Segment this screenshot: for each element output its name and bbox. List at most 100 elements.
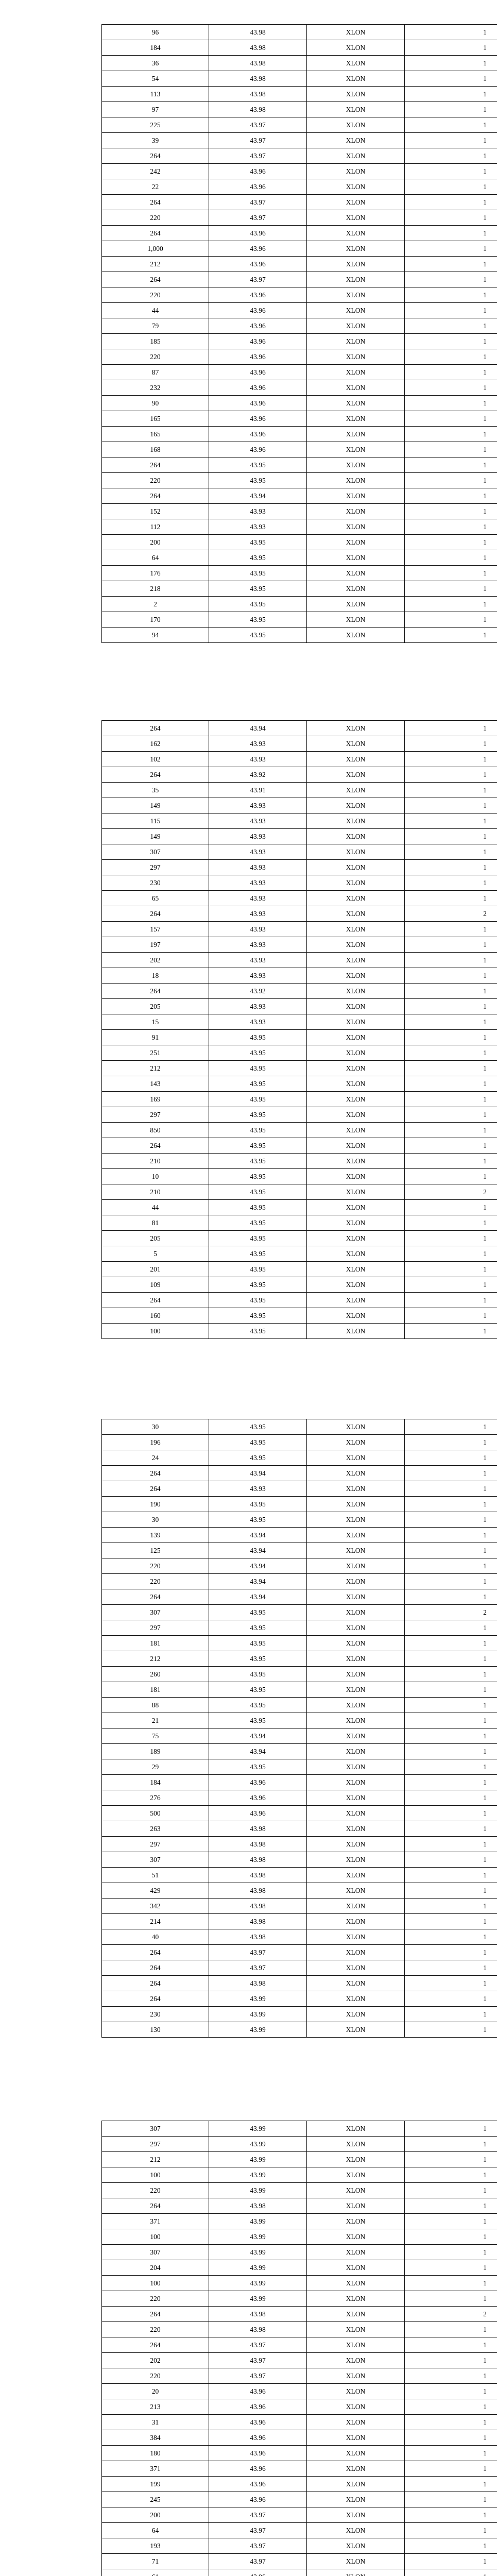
- cell-quantity: 100: [101, 2229, 209, 2245]
- cell-quantity: 157: [101, 921, 209, 937]
- table-row: 202 43.97 XLON 1: [101, 2352, 497, 2368]
- cell-quantity: 170: [101, 612, 209, 628]
- table-row: 51 43.98 XLON 1: [101, 1867, 497, 1883]
- cell-venue: XLON: [306, 875, 405, 891]
- table-row: 90 43.96 XLON 1: [101, 395, 497, 411]
- cell-time: 1: [404, 1465, 497, 1481]
- cell-time: 1: [404, 1913, 497, 1929]
- cell-quantity: 307: [101, 2121, 209, 2137]
- cell-venue: XLON: [306, 1774, 405, 1790]
- cell-venue: XLON: [306, 1805, 405, 1821]
- cell-price: 43.96: [209, 318, 307, 334]
- cell-quantity: 307: [101, 2244, 209, 2260]
- cell-venue: XLON: [306, 148, 405, 164]
- cell-quantity: 201: [101, 1261, 209, 1277]
- cell-price: 43.95: [209, 1029, 307, 1045]
- cell-quantity: 230: [101, 875, 209, 891]
- cell-price: 43.99: [209, 2167, 307, 2183]
- cell-quantity: 213: [101, 2399, 209, 2415]
- cell-quantity: 94: [101, 627, 209, 643]
- cell-price: 43.97: [209, 1960, 307, 1976]
- cell-time: 1: [404, 1512, 497, 1528]
- table-row: 264 43.93 XLON 2: [101, 906, 497, 922]
- cell-time: 1: [404, 1091, 497, 1107]
- cell-venue: XLON: [306, 1929, 405, 1945]
- cell-venue: XLON: [306, 241, 405, 257]
- cell-venue: XLON: [306, 1728, 405, 1744]
- table-row: 264 43.94 XLON 1: [101, 1589, 497, 1605]
- cell-price: 43.93: [209, 859, 307, 875]
- cell-quantity: 20: [101, 2383, 209, 2399]
- cell-venue: XLON: [306, 813, 405, 829]
- cell-time: 1: [404, 1944, 497, 1960]
- cell-quantity: 212: [101, 2151, 209, 2167]
- cell-price: 43.97: [209, 2507, 307, 2523]
- cell-quantity: 113: [101, 86, 209, 102]
- cell-price: 43.91: [209, 782, 307, 798]
- cell-price: 43.96: [209, 1805, 307, 1821]
- cell-price: 43.95: [209, 1419, 307, 1435]
- cell-quantity: 102: [101, 751, 209, 767]
- cell-quantity: 189: [101, 1743, 209, 1759]
- cell-time: 1: [404, 1759, 497, 1775]
- table-row: 220 43.98 XLON 1: [101, 2321, 497, 2337]
- cell-quantity: 30: [101, 1419, 209, 1435]
- cell-quantity: 90: [101, 395, 209, 411]
- table-row: 264 43.92 XLON 1: [101, 767, 497, 783]
- cell-price: 43.94: [209, 1743, 307, 1759]
- cell-venue: XLON: [306, 1060, 405, 1076]
- cell-time: 1: [404, 1728, 497, 1744]
- cell-price: 43.98: [209, 1883, 307, 1899]
- cell-price: 43.95: [209, 1635, 307, 1651]
- cell-price: 43.95: [209, 550, 307, 566]
- cell-price: 43.96: [209, 395, 307, 411]
- table-row: 199 43.96 XLON 1: [101, 2476, 497, 2492]
- cell-time: 1: [404, 1975, 497, 1991]
- table-row: 307 43.98 XLON 1: [101, 1852, 497, 1868]
- cell-price: 43.93: [209, 519, 307, 535]
- cell-venue: XLON: [306, 1215, 405, 1231]
- cell-venue: XLON: [306, 1898, 405, 1914]
- cell-price: 43.98: [209, 1836, 307, 1852]
- cell-time: 1: [404, 2291, 497, 2307]
- table-row: 176 43.95 XLON 1: [101, 565, 497, 581]
- cell-quantity: 260: [101, 1666, 209, 1682]
- cell-quantity: 251: [101, 1045, 209, 1061]
- cell-price: 43.97: [209, 272, 307, 287]
- cell-quantity: 162: [101, 736, 209, 752]
- cell-price: 43.97: [209, 194, 307, 210]
- cell-price: 43.99: [209, 2291, 307, 2307]
- cell-quantity: 264: [101, 1465, 209, 1481]
- cell-price: 43.95: [209, 1713, 307, 1728]
- cell-time: 1: [404, 210, 497, 226]
- cell-time: 1: [404, 1481, 497, 1497]
- cell-time: 1: [404, 2121, 497, 2137]
- cell-time: 1: [404, 968, 497, 984]
- cell-quantity: 176: [101, 565, 209, 581]
- cell-venue: XLON: [306, 426, 405, 442]
- table-row: 64 43.95 XLON 1: [101, 550, 497, 566]
- cell-time: 1: [404, 1635, 497, 1651]
- cell-quantity: 264: [101, 1481, 209, 1497]
- cell-quantity: 307: [101, 1604, 209, 1620]
- cell-quantity: 199: [101, 2476, 209, 2492]
- cell-venue: XLON: [306, 1604, 405, 1620]
- cell-venue: XLON: [306, 1512, 405, 1528]
- cell-venue: XLON: [306, 1790, 405, 1806]
- cell-time: 1: [404, 1898, 497, 1914]
- table-row: 130 43.99 XLON 1: [101, 2022, 497, 2038]
- trade-table-block-2: 264 43.94 XLON 1 162 43.93 XLON 1 102 43.93 XLON 1 2…: [101, 720, 497, 1339]
- cell-price: 43.96: [209, 2383, 307, 2399]
- cell-quantity: 264: [101, 983, 209, 999]
- cell-venue: XLON: [306, 2569, 405, 2576]
- table-row: 429 43.98 XLON 1: [101, 1883, 497, 1899]
- cell-venue: XLON: [306, 256, 405, 272]
- cell-time: 1: [404, 2167, 497, 2183]
- cell-price: 43.95: [209, 1261, 307, 1277]
- table-row: 264 43.99 XLON 1: [101, 1991, 497, 2007]
- table-row: 197 43.93 XLON 1: [101, 937, 497, 953]
- cell-time: 1: [404, 1929, 497, 1945]
- table-row: 109 43.95 XLON 1: [101, 1277, 497, 1293]
- table-row: 263 43.98 XLON 1: [101, 1821, 497, 1837]
